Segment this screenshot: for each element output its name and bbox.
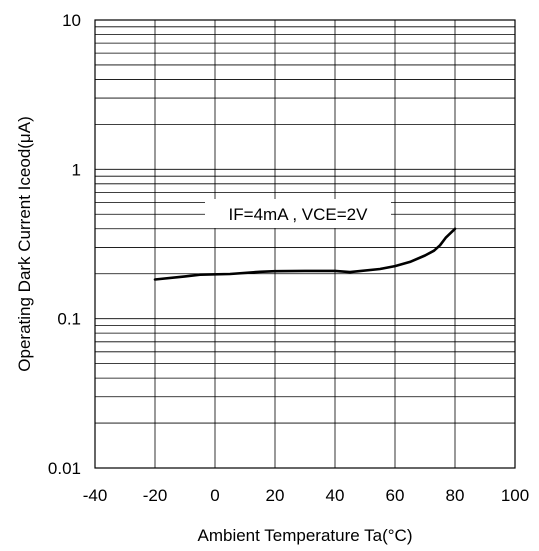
data-series-line — [153, 227, 457, 281]
y-axis-label: Operating Dark Current Iceod(μA) — [15, 116, 34, 371]
y-tick-label: 1 — [72, 160, 81, 179]
x-tick-label: 100 — [501, 486, 529, 505]
annotation-box: IF=4mA , VCE=2V — [205, 199, 391, 228]
x-tick-label: 0 — [210, 486, 219, 505]
x-tick-label: -40 — [83, 486, 108, 505]
x-tick-label: -20 — [143, 486, 168, 505]
y-tick-labels: 0.01 0.1 1 10 — [48, 11, 81, 478]
x-tick-labels: -40 -20 0 20 40 60 80 100 — [83, 486, 529, 505]
curve-layer — [153, 227, 457, 281]
x-tick-label: 60 — [386, 486, 405, 505]
annotation-text: IF=4mA , VCE=2V — [229, 205, 369, 224]
x-tick-label: 40 — [326, 486, 345, 505]
y-tick-label: 10 — [62, 11, 81, 30]
x-tick-label: 20 — [266, 486, 285, 505]
x-axis-label: Ambient Temperature Ta(°C) — [198, 526, 413, 545]
plot-frame — [94, 19, 516, 469]
annotation-background — [205, 199, 391, 228]
y-tick-label: 0.1 — [57, 310, 81, 329]
x-tick-label: 80 — [446, 486, 465, 505]
y-tick-label: 0.01 — [48, 459, 81, 478]
